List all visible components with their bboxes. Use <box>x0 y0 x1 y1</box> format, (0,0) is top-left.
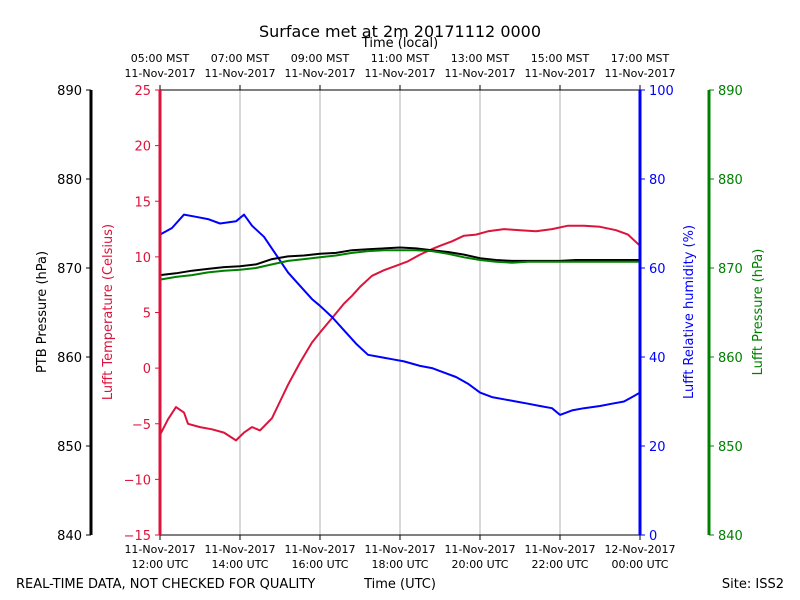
lufft-pressure-line <box>159 249 641 281</box>
temperature-tick-label: 25 <box>134 84 151 99</box>
x-top-tick-label: 09:00 MST <box>291 52 350 65</box>
x-bottom-tick-label: 12:00 UTC <box>131 558 188 571</box>
ptb-pressure-tick-label: 890 <box>57 84 82 99</box>
lufft-pressure-tick-label: 850 <box>718 440 743 455</box>
quality-disclaimer: REAL-TIME DATA, NOT CHECKED FOR QUALITY <box>16 577 315 592</box>
lufft-pressure-axis-label: Lufft Pressure (hPa) <box>751 249 766 376</box>
x-top-tick-label: 11-Nov-2017 <box>284 67 355 80</box>
temperature-axis-label: Lufft Temperature (Celsius) <box>101 224 116 400</box>
temperature-tick-label: 20 <box>134 140 151 155</box>
humidity-tick-label: 20 <box>649 440 666 455</box>
x-top-tick-label: 11-Nov-2017 <box>604 67 675 80</box>
x-top-tick-label: 15:00 MST <box>531 52 590 65</box>
lufft-pressure-tick-label: 880 <box>718 173 743 188</box>
x-top-tick-label: 11-Nov-2017 <box>124 67 195 80</box>
lufft-pressure-tick-label: 840 <box>718 529 743 544</box>
ptb-pressure-tick-label: 860 <box>57 351 82 366</box>
chart-title: Surface met at 2m 20171112 0000 <box>259 22 541 41</box>
x-bottom-tick-label: 00:00 UTC <box>611 558 668 571</box>
lufft-pressure-tick-label: 860 <box>718 351 743 366</box>
x-top-tick-label: 11-Nov-2017 <box>524 67 595 80</box>
temperature-tick-label: 10 <box>134 251 151 266</box>
temperature-tick-label: −10 <box>124 473 151 488</box>
x-top-tick-label: 17:00 MST <box>611 52 670 65</box>
humidity-tick-label: 80 <box>649 173 666 188</box>
x-bottom-tick-label: 11-Nov-2017 <box>444 543 515 556</box>
axes: 11-Nov-2017 12:00 UTC 11-Nov-2017 14:00 UTC… <box>57 52 743 571</box>
humidity-tick-label: 0 <box>649 529 657 544</box>
lufft-relative-humidity-line <box>159 213 641 416</box>
ptb-pressure-tick-label: 840 <box>57 529 82 544</box>
ptb-pressure-tick-label: 850 <box>57 440 82 455</box>
temperature-tick-label: 0 <box>143 362 151 377</box>
ptb-pressure-axis-label: PTB Pressure (hPa) <box>35 251 50 373</box>
ptb-pressure-tick-label: 880 <box>57 173 82 188</box>
grid <box>239 90 561 535</box>
x-top-tick-label: 13:00 MST <box>451 52 510 65</box>
x-bottom-tick-label: 12-Nov-2017 <box>604 543 675 556</box>
temperature-tick-label: −5 <box>132 418 151 433</box>
x-bottom-tick-label: 16:00 UTC <box>291 558 348 571</box>
x-bottom-tick-label: 14:00 UTC <box>211 558 268 571</box>
temperature-tick-label: −15 <box>124 529 151 544</box>
ptb-pressure-tick-label: 870 <box>57 262 82 277</box>
site-label: Site: ISS2 <box>722 577 784 592</box>
x-bottom-tick-label: 22:00 UTC <box>531 558 588 571</box>
humidity-tick-label: 40 <box>649 351 666 366</box>
lufft-pressure-tick-label: 870 <box>718 262 743 277</box>
x-top-tick-label: 07:00 MST <box>211 52 270 65</box>
x-bottom-tick-label: 11-Nov-2017 <box>284 543 355 556</box>
x-top-tick-label: 11-Nov-2017 <box>364 67 435 80</box>
x-top-tick-label: 05:00 MST <box>131 52 190 65</box>
x-bottom-tick-label: 20:00 UTC <box>451 558 508 571</box>
x-bottom-tick-label: 11-Nov-2017 <box>524 543 595 556</box>
x-bottom-tick-label: 11-Nov-2017 <box>124 543 195 556</box>
top-axis-title: Time (local) <box>361 36 438 51</box>
x-bottom-tick-label: 18:00 UTC <box>371 558 428 571</box>
bottom-axis-title: Time (UTC) <box>363 577 436 592</box>
humidity-axis-label: Lufft Relative humidity (%) <box>682 225 697 399</box>
lufft-pressure-tick-label: 890 <box>718 84 743 99</box>
x-bottom-tick-label: 11-Nov-2017 <box>364 543 435 556</box>
humidity-tick-label: 100 <box>649 84 674 99</box>
x-top-tick-label: 11-Nov-2017 <box>444 67 515 80</box>
series-layer <box>159 213 641 442</box>
x-top-tick-label: 11-Nov-2017 <box>204 67 275 80</box>
x-top-tick-label: 11:00 MST <box>371 52 430 65</box>
temperature-tick-label: 5 <box>143 307 151 322</box>
x-bottom-tick-label: 11-Nov-2017 <box>204 543 275 556</box>
lufft-temperature-line <box>159 224 641 442</box>
temperature-tick-label: 15 <box>134 195 151 210</box>
humidity-tick-label: 60 <box>649 262 666 277</box>
